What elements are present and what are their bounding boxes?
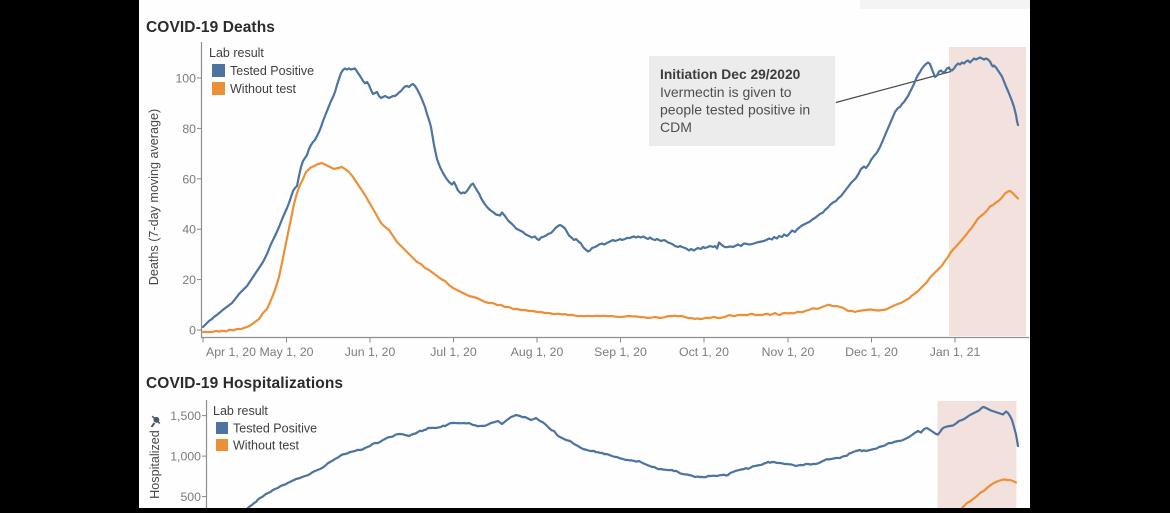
- svg-text:Dec 1, 20: Dec 1, 20: [845, 345, 898, 359]
- svg-text:40: 40: [182, 223, 196, 237]
- svg-text:0: 0: [189, 324, 196, 338]
- svg-text:Aug 1, 20: Aug 1, 20: [511, 345, 564, 359]
- svg-text:Initiation Dec 29/2020: Initiation Dec 29/2020: [660, 67, 801, 82]
- svg-text:COVID-19 Deaths: COVID-19 Deaths: [146, 19, 275, 36]
- svg-text:people tested positive in: people tested positive in: [660, 102, 810, 118]
- svg-text:100: 100: [175, 72, 196, 86]
- svg-text:Tested Positive: Tested Positive: [233, 422, 317, 436]
- svg-text:Lab result: Lab result: [213, 404, 268, 418]
- svg-text:Deaths (7-day moving average): Deaths (7-day moving average): [147, 109, 161, 285]
- svg-text:1,500: 1,500: [170, 409, 201, 423]
- svg-text:Nov 1, 20: Nov 1, 20: [762, 345, 815, 359]
- svg-text:Jul 1, 20: Jul 1, 20: [430, 345, 477, 359]
- svg-text:Apr 1, 20: Apr 1, 20: [206, 345, 256, 359]
- svg-text:Tested Positive: Tested Positive: [230, 64, 314, 78]
- svg-text:COVID-19 Hospitalizations: COVID-19 Hospitalizations: [146, 375, 343, 392]
- svg-text:May 1, 20: May 1, 20: [260, 345, 314, 359]
- svg-text:Lab result: Lab result: [209, 46, 264, 60]
- svg-text:Sep 1, 20: Sep 1, 20: [594, 345, 647, 359]
- svg-text:500: 500: [180, 490, 201, 504]
- svg-text:1,000: 1,000: [170, 450, 201, 464]
- svg-text:60: 60: [182, 172, 196, 186]
- svg-text:Jun 1, 20: Jun 1, 20: [345, 345, 396, 359]
- svg-text:Oct 1, 20: Oct 1, 20: [679, 345, 729, 359]
- svg-text:Jan 1, 21: Jan 1, 21: [930, 345, 981, 359]
- svg-text:Without test: Without test: [233, 439, 300, 453]
- svg-text:Ivermectin is given to: Ivermectin is given to: [660, 84, 792, 100]
- svg-text:CDM: CDM: [660, 119, 692, 135]
- svg-text:80: 80: [182, 122, 196, 136]
- svg-text:Hospitalized: Hospitalized: [148, 430, 162, 499]
- svg-text:Without test: Without test: [230, 82, 297, 96]
- svg-text:20: 20: [182, 273, 196, 287]
